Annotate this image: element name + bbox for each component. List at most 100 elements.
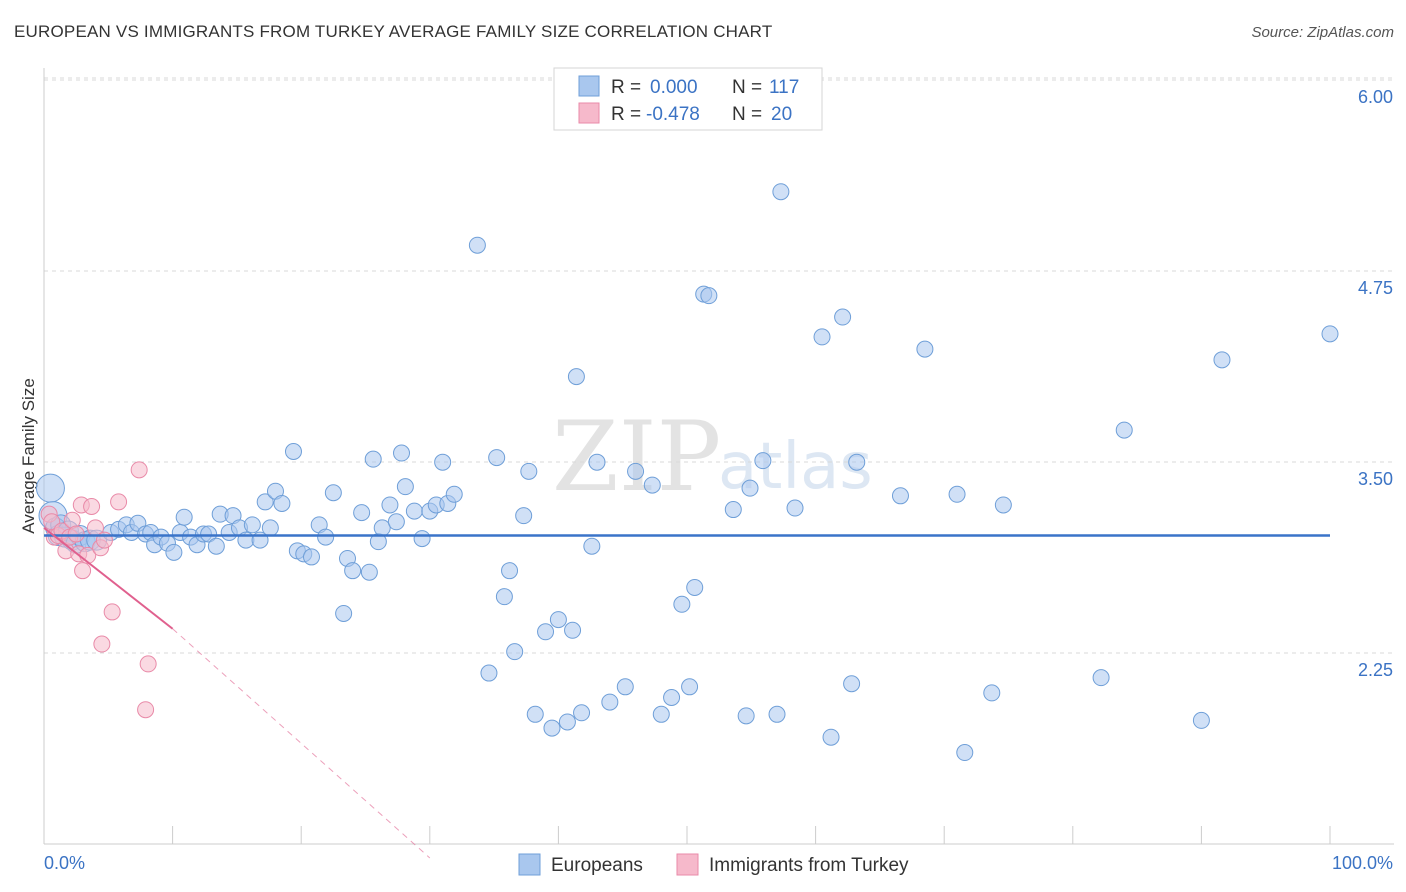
stats-box: R = 0.000 N = 117 R = -0.478 N = 20	[553, 67, 823, 131]
stats-n-value-turkey: 20	[771, 104, 792, 125]
stats-n-label-europeans: N =	[732, 77, 762, 98]
turkey-point-17	[103, 603, 121, 621]
european-point-62	[413, 530, 431, 548]
european-point-36	[243, 516, 261, 534]
legend-label-turkey: Immigrants from Turkey	[709, 855, 909, 876]
legend: Europeans Immigrants from Turkey	[518, 853, 909, 876]
european-point-51	[344, 562, 362, 580]
turkey-point-13	[83, 498, 101, 516]
european-point-68	[468, 236, 486, 254]
european-point-71	[495, 588, 513, 606]
turkey-point-8	[67, 525, 85, 543]
european-point-82	[567, 368, 585, 386]
european-point-118	[1213, 351, 1231, 369]
european-point-80	[558, 713, 576, 731]
y-axis-tick-labels: 2.25 3.50 4.75 6.00	[1358, 87, 1393, 680]
european-point-52	[353, 504, 371, 522]
european-point-94	[686, 578, 704, 596]
european-point-103	[786, 499, 804, 517]
european-point-30	[207, 537, 225, 555]
european-point-0	[35, 473, 65, 503]
european-point-88	[627, 462, 645, 480]
european-point-101	[768, 705, 786, 723]
european-point-48	[324, 484, 342, 502]
european-point-67	[445, 485, 463, 503]
watermark-zip: ZIP	[552, 401, 721, 513]
turkey-point-18	[110, 493, 128, 511]
stats-r-value-europeans: 0.000	[650, 77, 698, 98]
european-point-119	[1321, 325, 1339, 343]
european-point-70	[488, 449, 506, 467]
european-point-117	[1192, 711, 1210, 729]
y-axis-label: Average Family Size	[19, 378, 38, 534]
european-point-108	[848, 453, 866, 471]
european-point-110	[916, 340, 934, 358]
stats-r-label-europeans: R =	[611, 77, 641, 98]
european-point-73	[506, 643, 524, 661]
european-point-53	[360, 563, 378, 581]
european-point-107	[843, 675, 861, 693]
legend-swatch-europeans	[518, 853, 541, 876]
y-tick-label-2: 4.75	[1358, 278, 1393, 298]
european-point-116	[1115, 421, 1133, 439]
european-point-54	[364, 450, 382, 468]
y-tick-label-1: 3.50	[1358, 469, 1393, 489]
european-point-109	[891, 487, 909, 505]
turkey-point-19	[130, 461, 148, 479]
turkey-point-11	[74, 562, 92, 580]
trend-line-turkey-extension	[172, 628, 431, 859]
stats-r-value-turkey: -0.478	[646, 104, 700, 125]
european-point-79	[549, 611, 567, 629]
european-point-47	[317, 528, 335, 546]
turkey-point-22	[137, 701, 155, 719]
european-point-81	[564, 621, 582, 639]
european-point-100	[754, 452, 772, 470]
gridlines	[44, 77, 1394, 654]
european-point-58	[387, 513, 405, 531]
european-point-111	[948, 485, 966, 503]
european-point-96	[700, 287, 718, 305]
stats-n-label-turkey: N =	[732, 104, 762, 125]
stats-r-label-turkey: R =	[611, 104, 641, 125]
european-point-60	[396, 478, 414, 496]
european-point-61	[405, 502, 423, 520]
chart-source: Source: ZipAtlas.com	[1251, 24, 1394, 41]
european-point-105	[822, 728, 840, 746]
european-point-45	[302, 548, 320, 566]
european-point-89	[643, 476, 661, 494]
european-point-77	[537, 623, 555, 641]
european-point-76	[526, 705, 544, 723]
european-point-85	[588, 453, 606, 471]
watermark-atlas: atlas	[718, 430, 873, 504]
european-point-113	[983, 684, 1001, 702]
european-point-114	[994, 496, 1012, 514]
european-point-98	[737, 707, 755, 725]
european-point-106	[834, 308, 852, 326]
chart-title: EUROPEAN VS IMMIGRANTS FROM TURKEY AVERA…	[14, 22, 773, 41]
x-axis-ticks	[172, 826, 1331, 844]
trend-lines	[43, 527, 1330, 859]
european-point-72	[501, 562, 519, 580]
stats-n-value-europeans: 117	[769, 77, 799, 98]
european-point-69	[480, 664, 498, 682]
x-tick-label-min: 0.0%	[44, 853, 85, 873]
stats-swatch-europeans	[578, 75, 600, 97]
european-point-102	[772, 183, 790, 201]
x-tick-label-max: 100.0%	[1332, 853, 1393, 873]
european-point-74	[515, 507, 533, 525]
european-point-93	[681, 678, 699, 696]
european-point-99	[741, 479, 759, 497]
european-point-86	[601, 693, 619, 711]
european-point-115	[1092, 669, 1110, 687]
european-point-65	[434, 453, 452, 471]
european-point-112	[956, 744, 974, 762]
legend-swatch-turkey	[676, 853, 699, 876]
european-point-56	[373, 519, 391, 537]
european-point-59	[393, 444, 411, 462]
european-point-90	[652, 705, 670, 723]
legend-label-europeans: Europeans	[551, 855, 643, 876]
european-point-97	[724, 501, 742, 519]
european-point-87	[616, 678, 634, 696]
european-point-75	[520, 462, 538, 480]
y-tick-label-0: 2.25	[1358, 660, 1393, 680]
